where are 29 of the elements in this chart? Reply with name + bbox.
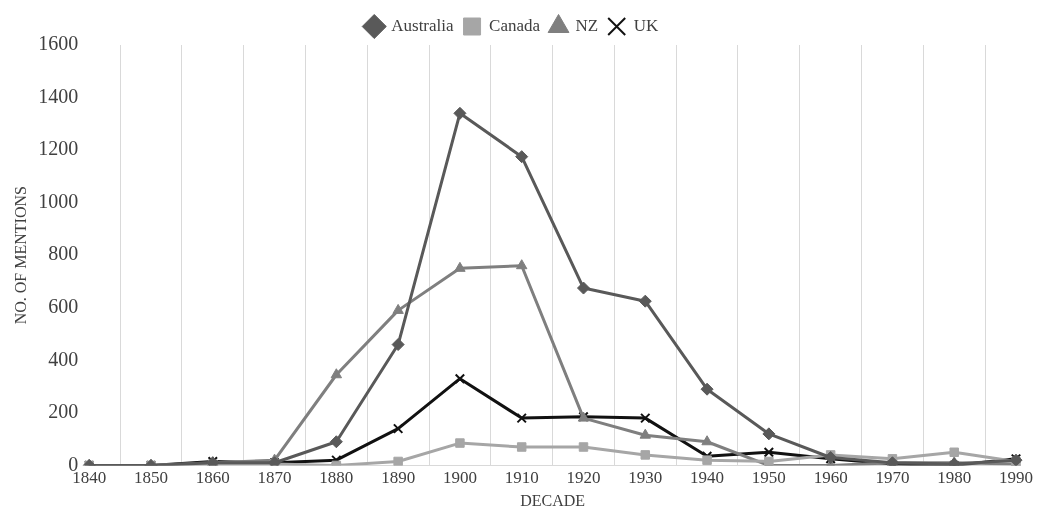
- x-tick-label: 1990: [999, 468, 1033, 488]
- x-tick-label: 1970: [875, 468, 910, 488]
- x-tick-label: 1850: [133, 468, 168, 488]
- legend-label: Canada: [489, 15, 541, 35]
- y-tick-label: 800: [48, 242, 79, 265]
- x-tick-label: 1930: [628, 468, 663, 488]
- x-tick-label: 1880: [319, 468, 354, 488]
- x-tick-label: 1940: [690, 468, 725, 488]
- y-tick-label: 1200: [38, 137, 79, 160]
- x-tick-label: 1900: [442, 468, 477, 488]
- y-tick-label: 600: [48, 295, 79, 317]
- x-tick-label: 1870: [257, 468, 292, 488]
- y-tick-label: 1400: [38, 84, 79, 107]
- x-tick-label: 1950: [751, 468, 786, 488]
- x-axis-title: DECADE: [520, 491, 586, 509]
- y-tick-label: 200: [48, 400, 79, 423]
- x-tick-label: 1910: [504, 468, 539, 488]
- legend-label: UK: [633, 15, 659, 35]
- x-tick-label: 1860: [195, 468, 230, 488]
- x-tick-label: 1960: [813, 468, 848, 488]
- y-axis-title: NO. OF MENTIONS: [11, 186, 29, 325]
- y-tick-label: 1600: [38, 32, 79, 55]
- legend-label: Australia: [391, 15, 455, 35]
- x-tick-label: 1980: [937, 468, 972, 488]
- x-tick-label: 1920: [566, 468, 601, 488]
- y-tick-label: 400: [48, 347, 79, 370]
- x-tick-label: 1890: [381, 468, 416, 488]
- legend-label: NZ: [575, 15, 599, 35]
- y-tick-label: 1000: [38, 189, 79, 212]
